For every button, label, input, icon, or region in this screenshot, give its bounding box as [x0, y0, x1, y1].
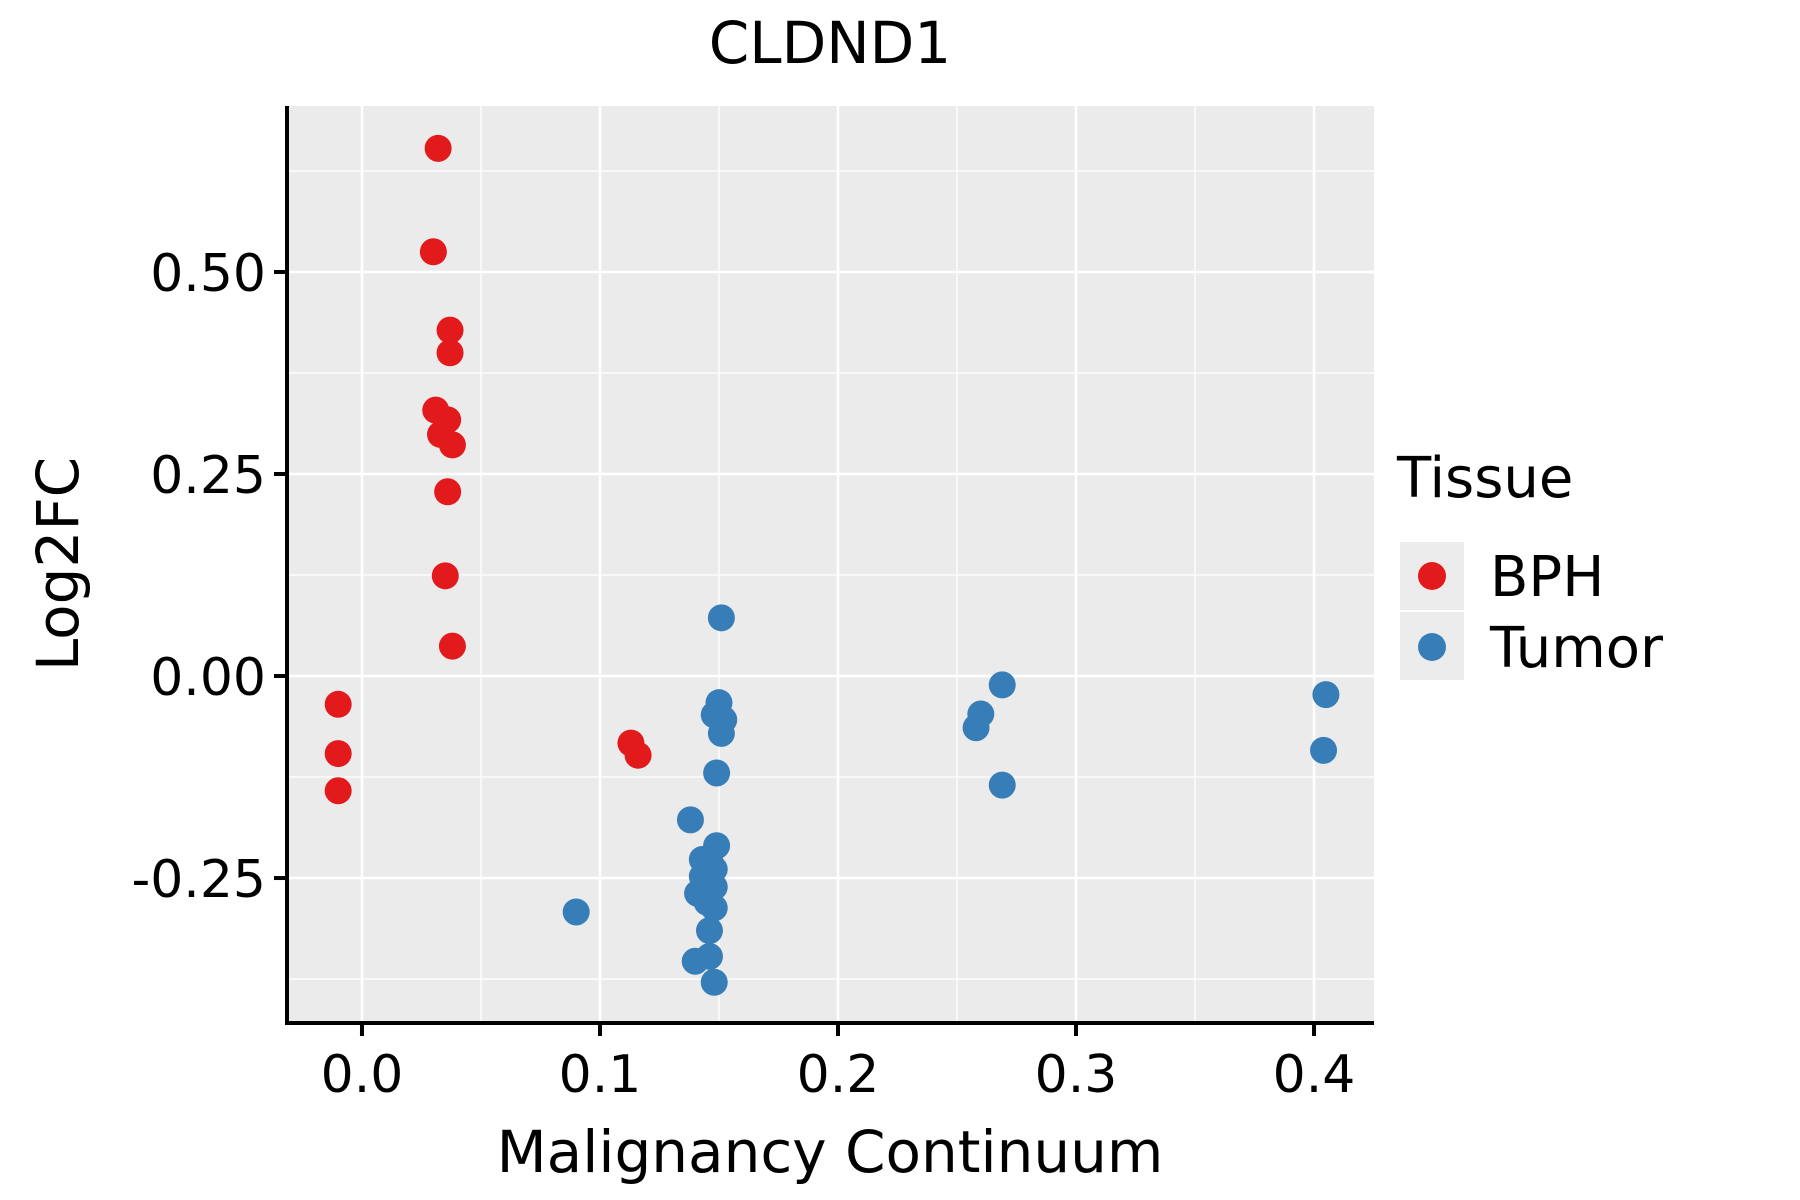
x-axis-title: Malignancy Continuum	[497, 1118, 1164, 1186]
data-point-bph	[431, 562, 459, 590]
legend-label-tumor: Tumor	[1489, 616, 1664, 681]
legend: Tissue BPH Tumor	[1396, 446, 1664, 681]
legend-label-bph: BPH	[1490, 545, 1604, 610]
data-point-tumor	[562, 898, 590, 926]
data-point-bph	[424, 134, 452, 162]
data-point-tumor	[703, 759, 731, 787]
data-point-bph	[436, 316, 464, 344]
data-point-bph	[324, 690, 352, 718]
plot-title: CLDND1	[709, 9, 951, 77]
legend-entry-tumor: Tumor	[1400, 612, 1664, 681]
data-point-bph	[436, 339, 464, 367]
x-tick-label: 0.2	[797, 1045, 880, 1105]
y-tick-label: -0.25	[131, 850, 266, 910]
y-axis-title: Log2FC	[24, 457, 92, 671]
legend-dot-bph-icon	[1418, 562, 1446, 590]
data-point-tumor	[988, 671, 1016, 699]
data-point-tumor	[988, 771, 1016, 799]
data-point-tumor	[700, 894, 728, 922]
data-points-layer	[324, 134, 1340, 996]
legend-title: Tissue	[1396, 446, 1573, 511]
axis-tick-labels: 0.0 0.1 0.2 0.3 0.4 0.50 0.25 0.00 -0.25	[131, 244, 1355, 1105]
data-point-tumor	[1310, 736, 1338, 764]
data-point-bph	[434, 478, 462, 506]
major-gridlines	[287, 106, 1374, 1023]
data-point-tumor	[676, 806, 704, 834]
data-point-bph	[438, 431, 466, 459]
x-tick-label: 0.0	[321, 1045, 404, 1105]
data-point-tumor	[700, 968, 728, 996]
y-tick-label: 0.00	[150, 648, 266, 708]
data-point-tumor	[707, 604, 735, 632]
data-point-bph	[624, 741, 652, 769]
x-tick-label: 0.3	[1035, 1045, 1118, 1105]
x-tick-label: 0.4	[1273, 1045, 1356, 1105]
data-point-tumor	[681, 947, 709, 975]
axis-ticks	[274, 269, 1317, 1036]
data-point-tumor	[1312, 681, 1340, 709]
data-point-tumor	[707, 719, 735, 747]
minor-gridlines	[287, 106, 1374, 1023]
legend-entry-bph: BPH	[1400, 542, 1604, 610]
data-point-bph	[324, 777, 352, 805]
data-point-bph	[419, 238, 447, 266]
x-tick-label: 0.1	[559, 1045, 642, 1105]
data-point-tumor	[962, 714, 990, 742]
data-point-bph	[438, 632, 466, 660]
data-point-tumor	[695, 917, 723, 945]
y-tick-label: 0.25	[150, 446, 266, 506]
data-point-bph	[324, 740, 352, 768]
legend-dot-tumor-icon	[1418, 633, 1446, 661]
plot-panel-background	[287, 106, 1374, 1023]
y-tick-label: 0.50	[150, 244, 266, 304]
